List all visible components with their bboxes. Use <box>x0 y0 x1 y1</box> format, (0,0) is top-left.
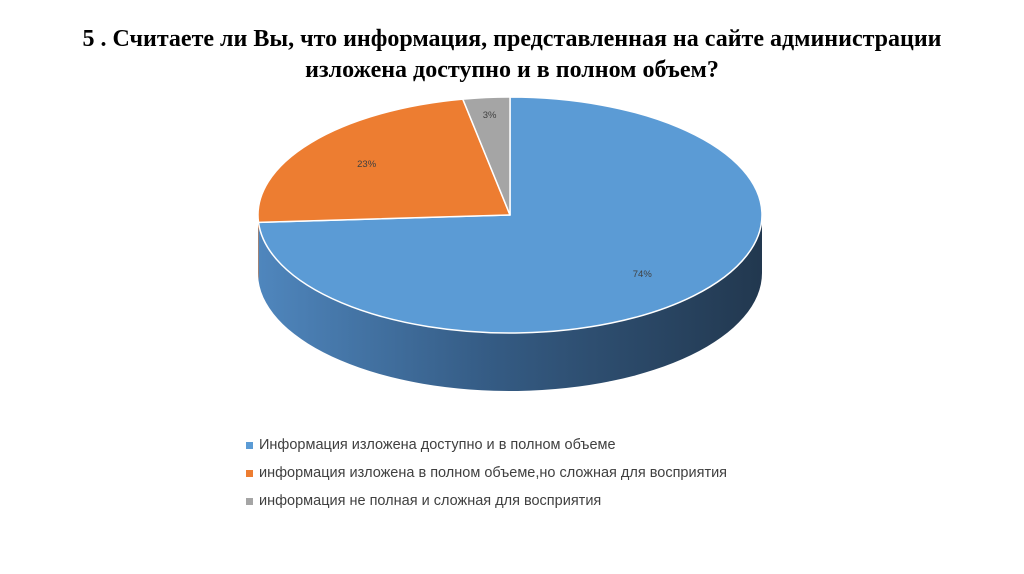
legend-swatch-2 <box>246 497 253 505</box>
legend: Информация изложена доступно и в полном … <box>246 431 727 515</box>
legend-label-2: информация не полная и сложная для воспр… <box>259 493 602 509</box>
legend-item-2: информация не полная и сложная для воспр… <box>246 487 727 515</box>
chart-title: 5 . Считаете ли Вы, что информация, пред… <box>0 24 1024 86</box>
pie-tops <box>257 96 763 334</box>
legend-label-0: Информация изложена доступно и в полном … <box>259 437 616 453</box>
pie-sides <box>258 215 762 392</box>
chart-title-line-1: 5 . Считаете ли Вы, что информация, пред… <box>82 26 942 52</box>
legend-label-1: информация изложена в полном объеме,но с… <box>259 465 728 481</box>
pie-side-0 <box>258 215 762 392</box>
pie-slice-1 <box>257 98 511 224</box>
legend-item-1: информация изложена в полном объеме,но с… <box>246 459 727 487</box>
legend-item-0: Информация изложена доступно и в полном … <box>246 431 727 459</box>
pie-slice-2 <box>462 96 511 216</box>
data-label-2: 3% <box>483 110 497 121</box>
data-label-0: 74% <box>633 269 653 280</box>
legend-swatch-0 <box>246 441 253 449</box>
chart-title-line-2: изложена доступно и в полном объем? <box>305 57 719 83</box>
legend-swatch-1 <box>246 469 253 477</box>
pie-labels: 74% 23% 3% <box>357 110 652 280</box>
data-label-1: 23% <box>357 159 377 170</box>
